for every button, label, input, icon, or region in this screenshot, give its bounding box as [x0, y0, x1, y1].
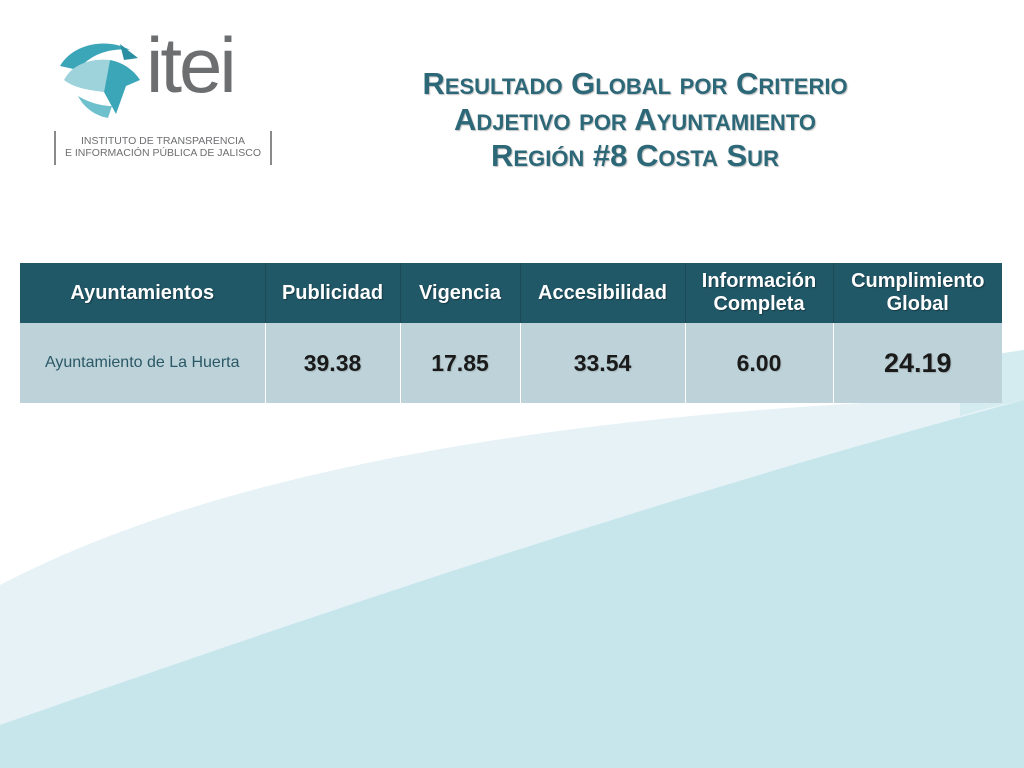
title-line3: Región #8 Costa Sur — [491, 138, 779, 173]
header-cumplimiento-line2: Global — [886, 293, 949, 315]
header-vigencia: Vigencia — [400, 263, 521, 323]
header-cumplimiento-global: Cumplimiento Global — [833, 263, 1002, 323]
header-informacion-completa: Información Completa — [685, 263, 834, 323]
cell-cumplimiento-global: 24.19 — [833, 323, 1002, 403]
cell-vigencia: 17.85 — [400, 323, 521, 403]
cell-informacion-completa: 6.00 — [685, 323, 834, 403]
results-table-container: Ayuntamientos Publicidad Vigencia Accesi… — [20, 263, 1002, 403]
header-accesibilidad: Accesibilidad — [520, 263, 686, 323]
header-publicidad: Publicidad — [265, 263, 401, 323]
page-title: Resultado Global por Criterio Adjetivo p… — [330, 66, 940, 174]
header-informacion-line2: Completa — [713, 293, 805, 315]
header-cumplimiento-line1: Cumplimiento — [851, 270, 985, 292]
itei-logo: itei INSTITUTO DE TRANSPARENCIA E INFORM… — [50, 26, 280, 170]
itei-subtitle-line1: INSTITUTO DE TRANSPARENCIA — [81, 135, 245, 147]
title-line1: Resultado Global por Criterio — [422, 66, 848, 101]
cell-publicidad: 39.38 — [265, 323, 401, 403]
cell-ayuntamiento: Ayuntamiento de La Huerta — [20, 323, 266, 403]
title-line2: Adjetivo por Ayuntamiento — [454, 102, 816, 137]
table-row: Ayuntamiento de La Huerta 39.38 17.85 33… — [20, 323, 1002, 403]
itei-subtitle: INSTITUTO DE TRANSPARENCIA E INFORMACIÓN… — [54, 131, 272, 165]
header-ayuntamientos: Ayuntamientos — [20, 263, 266, 323]
itei-subtitle-line2: E INFORMACIÓN PÚBLICA DE JALISCO — [64, 147, 262, 159]
itei-emblem-icon — [60, 43, 140, 118]
header-informacion-line1: Información — [701, 270, 817, 292]
table-header-row: Ayuntamientos Publicidad Vigencia Accesi… — [20, 263, 1002, 323]
results-table: Ayuntamientos Publicidad Vigencia Accesi… — [20, 263, 1002, 403]
cell-accesibilidad: 33.54 — [520, 323, 686, 403]
itei-wordmark: itei — [146, 21, 237, 109]
